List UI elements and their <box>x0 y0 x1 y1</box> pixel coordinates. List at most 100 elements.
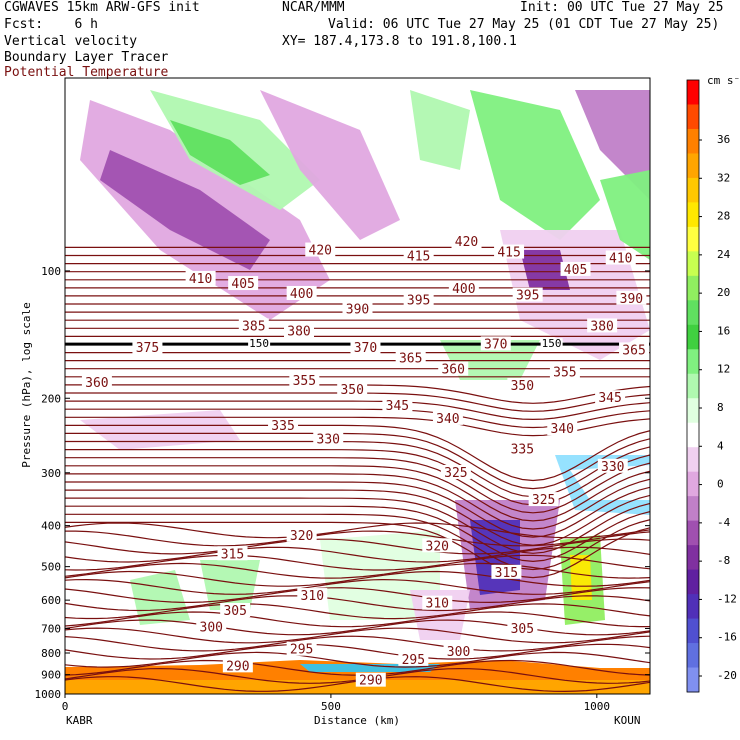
right-endpoint-label: KOUN <box>614 714 641 727</box>
sink-band <box>80 410 240 450</box>
y-tick-label: 300 <box>41 467 61 480</box>
colorbar-swatch <box>687 128 699 154</box>
isentrope-label-bg <box>398 651 429 666</box>
y-tick-label: 700 <box>41 622 61 635</box>
colorbar-swatch <box>687 226 699 252</box>
isentrope-line <box>65 400 650 421</box>
isentrope-label-bg <box>268 418 299 433</box>
isentrope-label: 335 <box>511 443 534 458</box>
isentrope-label-bg <box>286 527 317 542</box>
header-line1-center: NCAR/MMM <box>282 0 345 15</box>
y-tick-label: 900 <box>41 669 61 682</box>
colorbar-label: 8 <box>717 401 724 414</box>
isentrope-line <box>65 432 650 490</box>
colorbar-swatch <box>687 349 699 375</box>
colorbar-swatch <box>687 373 699 399</box>
isentrope-label: 405 <box>564 263 587 278</box>
isentrope-line <box>65 424 650 482</box>
isentrope-label-bg <box>443 643 474 658</box>
isentrope-label-bg <box>220 602 251 617</box>
x-axis-label: Distance (km) <box>314 714 400 727</box>
isentrope-label: 395 <box>516 289 539 304</box>
isentrope-label-bg <box>547 421 578 436</box>
left-endpoint-label: KABR <box>66 714 93 727</box>
isentrope-label-bg <box>403 292 434 307</box>
isentrope-label-bg <box>438 361 469 376</box>
header-line2-right: Valid: 06 UTC Tue 27 May 25 (01 CDT Tue … <box>328 17 720 32</box>
isentrope-label: 295 <box>402 653 425 668</box>
rise-band <box>130 570 190 625</box>
isentrope-line <box>65 595 650 612</box>
isentrope-label: 360 <box>85 376 108 391</box>
isentrope-label: 355 <box>553 366 576 381</box>
colorbar-swatch <box>687 422 699 448</box>
isentrope-label: 420 <box>309 244 332 259</box>
isentrope-label: 370 <box>354 341 377 356</box>
y-tick-label: 200 <box>41 392 61 405</box>
isentrope-label: 415 <box>407 250 430 265</box>
y-tick-label: 100 <box>41 265 61 278</box>
isentrope-label: 345 <box>386 399 409 414</box>
isentrope-line <box>65 554 650 571</box>
isentrope-line <box>65 619 650 636</box>
colorbar-swatch <box>687 251 699 277</box>
colorbar-swatch <box>687 275 699 301</box>
header-line5-left: Potential Temperature <box>4 65 169 80</box>
isentrope-line <box>65 611 650 628</box>
isentrope-label: 310 <box>301 589 324 604</box>
tropopause-label: 150 <box>542 337 562 350</box>
isentrope-line <box>65 521 650 579</box>
isentrope-label-bg <box>196 619 227 634</box>
isentrope-label: 305 <box>223 604 246 619</box>
colorbar-label: 24 <box>717 248 731 261</box>
y-axis-label: Pressure (hPa), log scale <box>20 302 33 468</box>
isentrope-label: 400 <box>290 287 313 302</box>
isentrope-label-bg <box>432 410 463 425</box>
tropopause-label-bg <box>540 338 563 349</box>
isentrope-label: 350 <box>340 383 363 398</box>
isentrope-label: 290 <box>226 659 249 674</box>
colorbar-label: 20 <box>717 286 730 299</box>
isentrope-label: 395 <box>407 293 430 308</box>
colorbar-swatch <box>687 569 699 595</box>
isentrope-label: 410 <box>609 252 632 267</box>
isentrope-line <box>65 546 650 563</box>
isentrope-line <box>65 538 650 555</box>
isentrope-label-bg <box>228 276 259 291</box>
isentrope-label-bg <box>507 441 538 456</box>
isentrope-label: 305 <box>511 622 534 637</box>
isentrope-label-bg <box>355 672 386 687</box>
isentrope-label: 295 <box>290 643 313 658</box>
isentrope-line <box>65 562 650 579</box>
colorbar-unit: cm s⁻¹ <box>707 74 740 87</box>
isentrope-line <box>65 513 650 571</box>
tropopause-label-bg <box>248 338 271 349</box>
isentrope-label-bg <box>305 242 336 257</box>
colorbar-label: -16 <box>717 631 737 644</box>
isentrope-line <box>65 627 650 644</box>
isentrope-line <box>65 587 650 604</box>
isentrope-label-bg <box>597 458 628 473</box>
colorbar-swatch <box>687 496 699 522</box>
boundary-layer-tracer <box>300 664 440 672</box>
colorbar-label: 4 <box>717 439 724 452</box>
isentrope-label: 410 <box>189 272 212 287</box>
rise-core <box>170 120 270 185</box>
isentrope-label-bg <box>494 244 525 259</box>
isentrope-label-bg <box>605 250 636 265</box>
colorbar-label: -8 <box>717 554 730 567</box>
isentrope-label-bg <box>507 377 538 392</box>
plot-frame <box>64 77 651 695</box>
isentrope-label-bg <box>382 398 413 413</box>
header-line2-left: Fcst: 6 h <box>4 17 98 32</box>
isentrope-label: 360 <box>441 363 464 378</box>
isentrope-label-bg <box>587 318 618 333</box>
isentrope-label: 350 <box>511 379 534 394</box>
colorbar-swatch <box>687 594 699 620</box>
y-tick-label: 400 <box>41 520 61 533</box>
y-tick-label: 800 <box>41 647 61 660</box>
colorbar-label: 28 <box>717 210 730 223</box>
y-tick-label: 1000 <box>35 688 62 701</box>
